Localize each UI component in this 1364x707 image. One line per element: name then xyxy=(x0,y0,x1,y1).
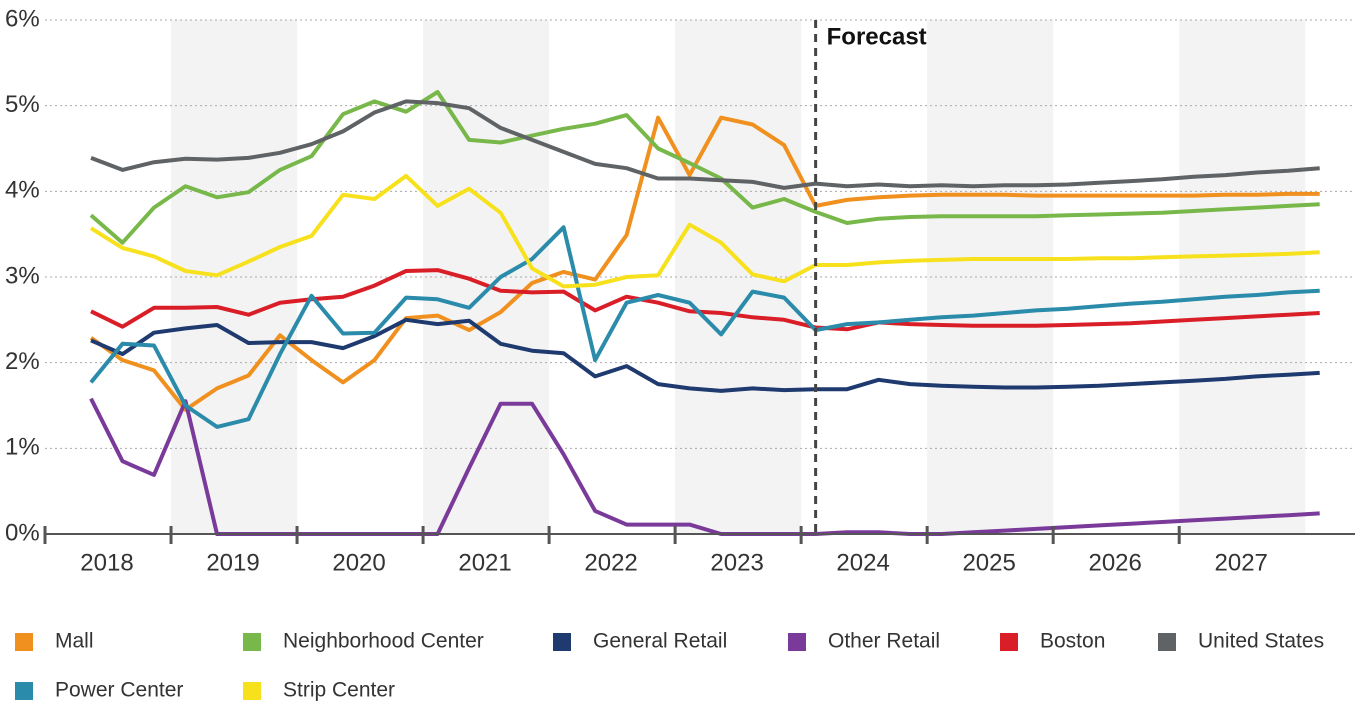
series-lines xyxy=(89,90,1320,536)
forecast-label: Forecast xyxy=(827,23,927,50)
legend-swatch xyxy=(788,633,806,651)
x-tick-label: 2018 xyxy=(80,549,133,576)
legend-label: Neighborhood Center xyxy=(283,630,484,653)
x-tick-label: 2023 xyxy=(710,549,763,576)
series-line xyxy=(89,115,1320,412)
legend-label: Other Retail xyxy=(828,630,940,653)
legend-swatch xyxy=(1158,633,1176,651)
y-tick-label: 2% xyxy=(5,348,40,375)
x-tick-label: 2020 xyxy=(332,549,385,576)
legend-swatch xyxy=(553,633,571,651)
legend-label: Mall xyxy=(55,630,94,653)
series-line xyxy=(89,225,1320,429)
legend-label: United States xyxy=(1198,630,1324,653)
x-tick-label: 2019 xyxy=(206,549,259,576)
x-tick-label: 2022 xyxy=(584,549,637,576)
legend-swatch xyxy=(243,633,261,651)
legend-swatch xyxy=(1000,633,1018,651)
legend-swatch xyxy=(15,682,33,700)
x-tick-label: 2024 xyxy=(836,549,889,576)
y-tick-label: 6% xyxy=(5,5,40,32)
y-tick-label: 5% xyxy=(5,91,40,118)
x-tick-label: 2027 xyxy=(1215,549,1268,576)
x-tick-label: 2021 xyxy=(458,549,511,576)
legend-label: Strip Center xyxy=(283,679,395,702)
legend-swatch xyxy=(243,682,261,700)
year-band xyxy=(675,20,802,534)
legend-label: General Retail xyxy=(593,630,727,653)
series-line xyxy=(90,99,1320,190)
series-line xyxy=(89,90,1320,245)
year-band xyxy=(171,20,298,534)
legend-swatch xyxy=(15,633,33,651)
legend-label: Boston xyxy=(1040,630,1105,653)
y-tick-label: 0% xyxy=(5,519,40,546)
series-line xyxy=(89,173,1320,289)
x-axis: 2018 2019 2020 2021 2022 2023 2024 2025 2026 2027… xyxy=(43,20,1355,576)
x-tick-label: 2025 xyxy=(962,549,1015,576)
x-tick-label: 2026 xyxy=(1088,549,1141,576)
legend: Mall Neighborhood Center General Retail Oth… xyxy=(15,630,1324,702)
y-tick-label: 1% xyxy=(5,434,40,461)
legend-label: Power Center xyxy=(55,679,183,702)
y-tick-label: 3% xyxy=(5,262,40,289)
series-line xyxy=(90,268,1320,332)
series-line xyxy=(90,317,1320,393)
y-tick-label: 4% xyxy=(5,177,40,204)
